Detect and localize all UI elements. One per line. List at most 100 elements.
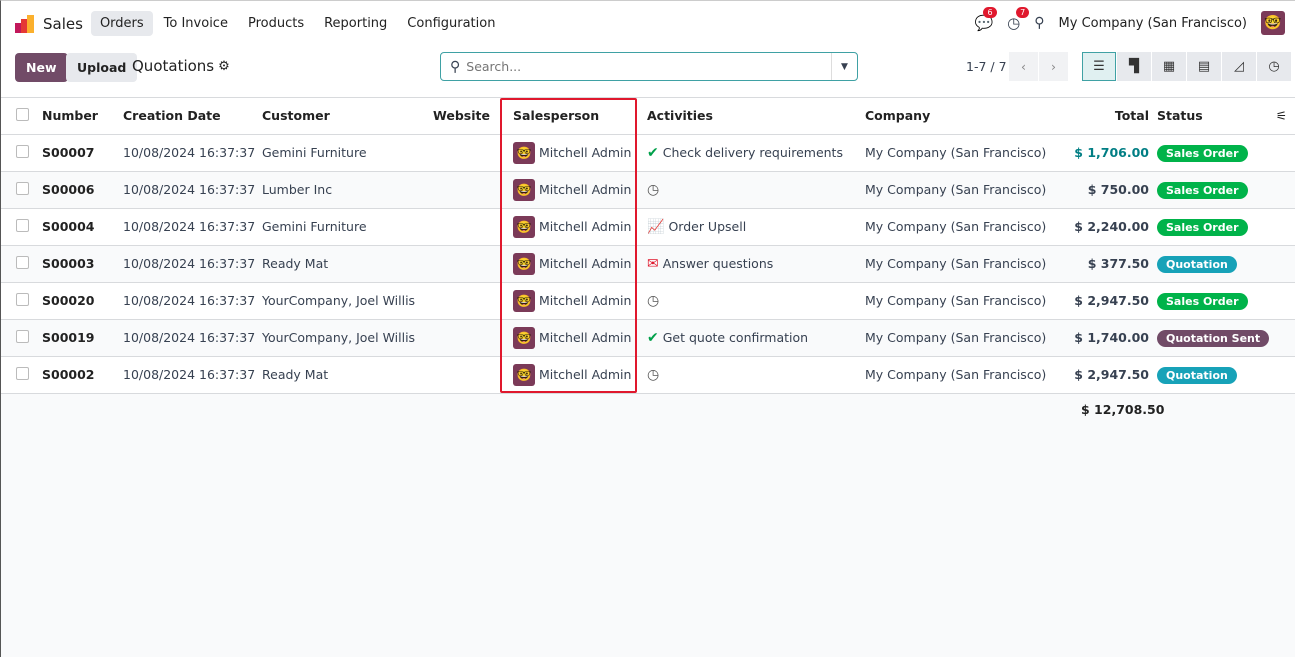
website	[433, 356, 513, 394]
creation-date: 10/08/2024 16:37:37	[123, 208, 262, 246]
clock-icon[interactable]: ◷	[647, 181, 660, 198]
table-row[interactable]: S00007 10/08/2024 16:37:37 Gemini Furnit…	[1, 134, 1295, 172]
header-company[interactable]: Company	[865, 98, 1065, 135]
header-status[interactable]: Status	[1157, 108, 1203, 124]
table-row[interactable]: S00003 10/08/2024 16:37:37 Ready Mat 🤓 Mi…	[1, 245, 1295, 283]
search-icon[interactable]: ⚲	[1034, 15, 1045, 31]
salesperson[interactable]: 🤓 Mitchell Admin	[513, 215, 647, 238]
top-navbar: Sales Orders To Invoice Products Reporti…	[1, 1, 1295, 46]
table-row[interactable]: S00019 10/08/2024 16:37:37 YourCompany, …	[1, 319, 1295, 357]
row-checkbox[interactable]	[16, 329, 29, 343]
activities-clock-icon[interactable]: ◷ 7	[1007, 7, 1030, 32]
pager-previous-button[interactable]: ‹	[1009, 52, 1038, 81]
salesperson[interactable]: 🤓 Mitchell Admin	[513, 326, 647, 349]
header-customer[interactable]: Customer	[262, 98, 433, 135]
creation-date: 10/08/2024 16:37:37	[123, 134, 262, 172]
total: $ 1,706.00	[1065, 134, 1157, 172]
header-salesperson[interactable]: Salesperson	[513, 98, 647, 135]
clock-icon[interactable]: ◷	[647, 292, 660, 309]
row-checkbox[interactable]	[16, 218, 29, 232]
menu-reporting[interactable]: Reporting	[324, 16, 388, 31]
row-checkbox[interactable]	[16, 292, 29, 306]
activity-view-button[interactable]: ◷	[1257, 52, 1291, 81]
messages-badge: 6	[983, 7, 997, 18]
pager-value[interactable]: 1-7 / 7	[966, 59, 1007, 74]
search-input[interactable]	[466, 59, 831, 74]
salesperson[interactable]: 🤓 Mitchell Admin	[513, 363, 647, 386]
total: $ 2,947.50	[1065, 282, 1157, 320]
search-box: ⚲ ▼	[440, 52, 858, 81]
check-icon[interactable]: ✔	[647, 144, 659, 161]
list-view-button[interactable]: ☰	[1082, 52, 1116, 81]
table-row[interactable]: S00002 10/08/2024 16:37:37 Ready Mat 🤓 Mi…	[1, 356, 1295, 394]
order-number: S00007	[42, 134, 123, 172]
header-activities[interactable]: Activities	[647, 98, 865, 135]
salesperson-avatar: 🤓	[513, 326, 535, 349]
website	[433, 208, 513, 246]
header-total[interactable]: Total	[1065, 98, 1157, 135]
menu-to-invoice[interactable]: To Invoice	[163, 16, 228, 31]
header-number[interactable]: Number	[42, 98, 123, 135]
menu-products[interactable]: Products	[247, 16, 305, 31]
total: $ 750.00	[1065, 171, 1157, 209]
new-button[interactable]: New	[15, 53, 68, 82]
activity-summary: Check delivery requirements	[662, 144, 843, 160]
table-row[interactable]: S00004 10/08/2024 16:37:37 Gemini Furnit…	[1, 208, 1295, 246]
optional-columns-icon[interactable]: ⚟	[1275, 108, 1287, 124]
header-website[interactable]: Website	[433, 98, 513, 135]
table-row[interactable]: S00006 10/08/2024 16:37:37 Lumber Inc 🤓 M…	[1, 171, 1295, 209]
select-all-checkbox[interactable]	[16, 107, 29, 121]
total: $ 2,947.50	[1065, 356, 1157, 394]
row-checkbox[interactable]	[16, 366, 29, 380]
table-row[interactable]: S00020 10/08/2024 16:37:37 YourCompany, …	[1, 282, 1295, 320]
salesperson-avatar: 🤓	[513, 252, 535, 275]
order-number: S00004	[42, 208, 123, 246]
status-badge: Quotation	[1157, 367, 1237, 384]
company: My Company (San Francisco)	[865, 134, 1065, 172]
salesperson[interactable]: 🤓 Mitchell Admin	[513, 289, 647, 312]
salesperson[interactable]: 🤓 Mitchell Admin	[513, 141, 647, 164]
quotations-table: Number Creation Date Customer Website Sa…	[1, 98, 1295, 394]
upload-button[interactable]: Upload	[66, 53, 138, 82]
website	[433, 282, 513, 320]
messages-icon[interactable]: 💬 6	[974, 7, 997, 32]
customer: Gemini Furniture	[262, 208, 433, 246]
website	[433, 171, 513, 209]
company-switcher[interactable]: My Company (San Francisco)	[1058, 15, 1247, 31]
order-number: S00019	[42, 319, 123, 357]
pager-next-button[interactable]: ›	[1039, 52, 1068, 81]
company: My Company (San Francisco)	[865, 245, 1065, 283]
sales-app-logo[interactable]	[15, 14, 35, 33]
kanban-view-button[interactable]: ▜	[1117, 52, 1151, 81]
row-checkbox[interactable]	[16, 181, 29, 195]
creation-date: 10/08/2024 16:37:37	[123, 319, 262, 357]
menu-configuration[interactable]: Configuration	[407, 16, 496, 31]
customer: Ready Mat	[262, 245, 433, 283]
gear-icon[interactable]: ⚙	[218, 58, 230, 74]
company: My Company (San Francisco)	[865, 282, 1065, 320]
salesperson[interactable]: 🤓 Mitchell Admin	[513, 252, 647, 275]
total: $ 377.50	[1065, 245, 1157, 283]
graph-view-button[interactable]: ◿	[1222, 52, 1256, 81]
header-creation-date[interactable]: Creation Date	[123, 98, 262, 135]
creation-date: 10/08/2024 16:37:37	[123, 245, 262, 283]
menu-orders[interactable]: Orders	[90, 11, 153, 36]
pivot-view-button[interactable]: ▤	[1187, 52, 1221, 81]
chart-line-icon[interactable]: 📈	[647, 218, 665, 235]
user-avatar[interactable]: 🤓	[1261, 11, 1285, 35]
app-name[interactable]: Sales	[43, 14, 83, 33]
row-checkbox[interactable]	[16, 255, 29, 269]
calendar-view-button[interactable]: ▦	[1152, 52, 1186, 81]
clock-icon[interactable]: ◷	[647, 366, 660, 383]
envelope-icon[interactable]: ✉	[647, 255, 659, 272]
salesperson-column-highlight	[500, 98, 637, 393]
activity-summary: Answer questions	[662, 255, 774, 271]
search-dropdown-toggle[interactable]: ▼	[831, 53, 857, 80]
salesperson-avatar: 🤓	[513, 178, 535, 201]
salesperson-avatar: 🤓	[513, 289, 535, 312]
salesperson-name: Mitchell Admin	[539, 330, 632, 345]
check-icon[interactable]: ✔	[647, 329, 659, 346]
salesperson[interactable]: 🤓 Mitchell Admin	[513, 178, 647, 201]
row-checkbox[interactable]	[16, 144, 29, 158]
salesperson-name: Mitchell Admin	[539, 293, 632, 308]
